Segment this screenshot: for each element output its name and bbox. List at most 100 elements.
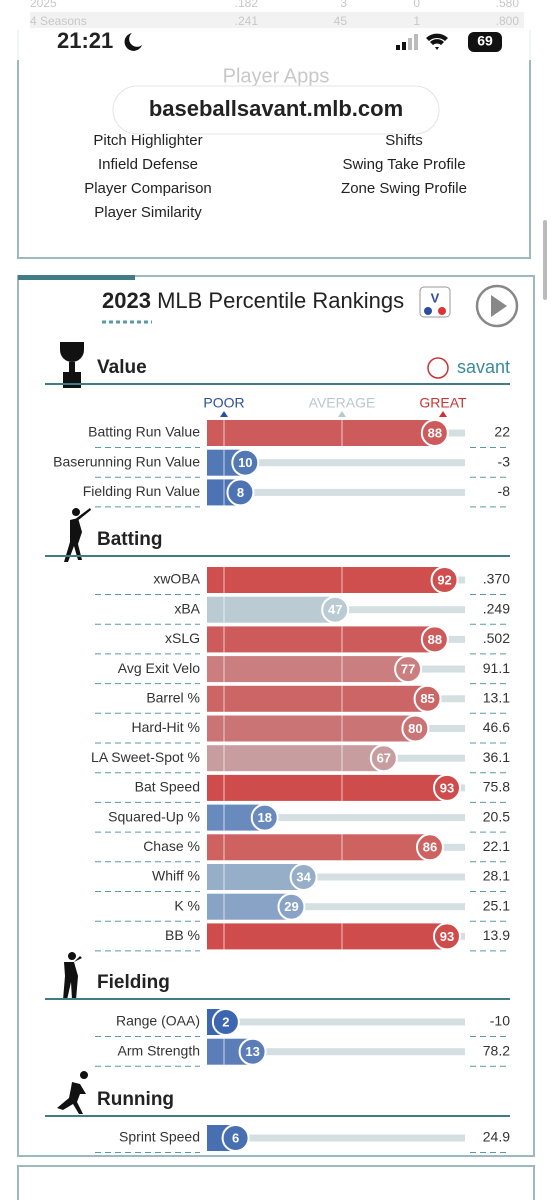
table-cell: 1 <box>413 14 420 28</box>
percentile-badge <box>430 566 459 594</box>
metric-label: xSLG <box>165 630 200 646</box>
metric-label: Chase % <box>143 838 200 854</box>
year: 2023 <box>102 288 151 313</box>
section-title: Fielding <box>97 972 170 993</box>
percentile-label: 47 <box>328 602 342 617</box>
section-title: Running <box>97 1089 174 1110</box>
app-link[interactable]: Pitch Highlighter <box>93 132 202 149</box>
percentile-badge <box>432 922 461 951</box>
percentile-label: 93 <box>440 780 454 795</box>
metric-value: -10 <box>490 1013 510 1029</box>
url: baseballsavant.mlb.com <box>149 96 403 121</box>
percentile-bar <box>207 774 447 801</box>
percentile-badge <box>226 478 255 507</box>
vs-icon[interactable]: V <box>419 286 451 318</box>
metric-label: Squared-Up % <box>108 808 200 824</box>
percentile-bar <box>207 923 447 950</box>
scrollbar <box>543 220 547 300</box>
metric-value: 28.1 <box>483 868 510 884</box>
status-bg <box>0 28 553 60</box>
play-button[interactable] <box>475 284 519 328</box>
app-link[interactable]: Swing Take Profile <box>342 156 465 173</box>
track <box>207 1134 465 1142</box>
metric-label: Barrel % <box>146 690 200 706</box>
section-title: Value <box>97 357 147 378</box>
percentile-badge <box>420 419 449 447</box>
metric-value: 91.1 <box>483 660 510 676</box>
section-icon <box>63 952 82 1000</box>
metric-value: 13.9 <box>483 927 510 943</box>
percentile-label: 8 <box>237 485 244 500</box>
percentile-label: 77 <box>401 662 415 677</box>
url-bar[interactable] <box>112 85 440 135</box>
app-link[interactable]: Player Similarity <box>94 204 202 221</box>
percentile-badge <box>221 1124 250 1152</box>
legend-marker <box>439 411 447 417</box>
metric-value: 78.2 <box>483 1042 510 1058</box>
percentile-bar <box>207 685 428 712</box>
percentile-bar <box>207 656 409 683</box>
legend-label: AVERAGE <box>309 395 376 411</box>
track <box>207 903 465 911</box>
percentile-bar <box>207 567 445 593</box>
table-cell: .580 <box>496 0 520 10</box>
table-cell: 45 <box>334 14 348 28</box>
table-cell: .241 <box>235 14 259 28</box>
percentile-badge <box>238 1037 267 1066</box>
percentile-label: 88 <box>428 425 442 440</box>
metric-value: 46.6 <box>483 719 510 735</box>
metric-value: 75.8 <box>483 779 510 795</box>
svg-text:V: V <box>431 290 440 305</box>
metric-value: 25.1 <box>483 897 510 913</box>
percentile-badge <box>415 833 444 862</box>
metric-value: 24.9 <box>483 1129 510 1145</box>
row-bg <box>30 12 524 32</box>
percentile-bar <box>207 715 416 742</box>
percentile-label: 88 <box>428 632 442 647</box>
clock: 21:21 <box>57 28 113 53</box>
metric-value: 13.1 <box>483 690 510 706</box>
legend-label: GREAT <box>419 395 467 411</box>
title: MLB Percentile Rankings <box>157 288 404 313</box>
percentile-badge <box>211 1008 240 1036</box>
battery-icon <box>468 32 502 52</box>
percentile-label: 80 <box>408 721 422 736</box>
track <box>207 814 465 822</box>
percentile-label: 67 <box>377 751 391 766</box>
card-accent <box>18 275 135 280</box>
app-link[interactable]: Zone Swing Profile <box>341 180 467 197</box>
percentile-label: 13 <box>245 1044 259 1059</box>
metric-value: .370 <box>483 571 510 587</box>
percentile-badge <box>321 595 350 624</box>
app-link[interactable]: Player Comparison <box>84 180 212 197</box>
percentile-bar <box>207 626 435 653</box>
metric-value: 20.5 <box>483 808 510 824</box>
metric-value: .249 <box>483 600 510 616</box>
section-icon <box>60 342 84 388</box>
section-icon <box>64 508 91 562</box>
metric-label: Batting Run Value <box>88 424 200 440</box>
metric-label: Hard-Hit % <box>132 719 200 735</box>
track <box>207 873 465 881</box>
legend-marker <box>338 411 346 417</box>
percentile-label: 2 <box>222 1014 229 1029</box>
percentile-bar <box>207 420 435 446</box>
percentile-badge <box>420 625 449 654</box>
section-icon <box>57 1071 88 1114</box>
metric-label: Arm Strength <box>118 1042 200 1058</box>
savant-logo <box>427 357 449 379</box>
percentile-badge <box>369 744 398 773</box>
percentile-badge <box>277 892 306 921</box>
app-link[interactable]: Infield Defense <box>98 156 198 173</box>
metric-value: -8 <box>498 483 511 499</box>
metric-label: K % <box>174 897 200 913</box>
percentile-label: 18 <box>258 810 272 825</box>
track <box>207 459 465 467</box>
percentile-badge <box>394 655 423 684</box>
app-link[interactable]: Shifts <box>385 132 423 149</box>
metric-label: Whiff % <box>152 868 200 884</box>
metric-value: .502 <box>483 630 510 646</box>
card <box>17 1165 535 1200</box>
track <box>207 1048 465 1056</box>
percentile-label: 6 <box>232 1130 239 1145</box>
